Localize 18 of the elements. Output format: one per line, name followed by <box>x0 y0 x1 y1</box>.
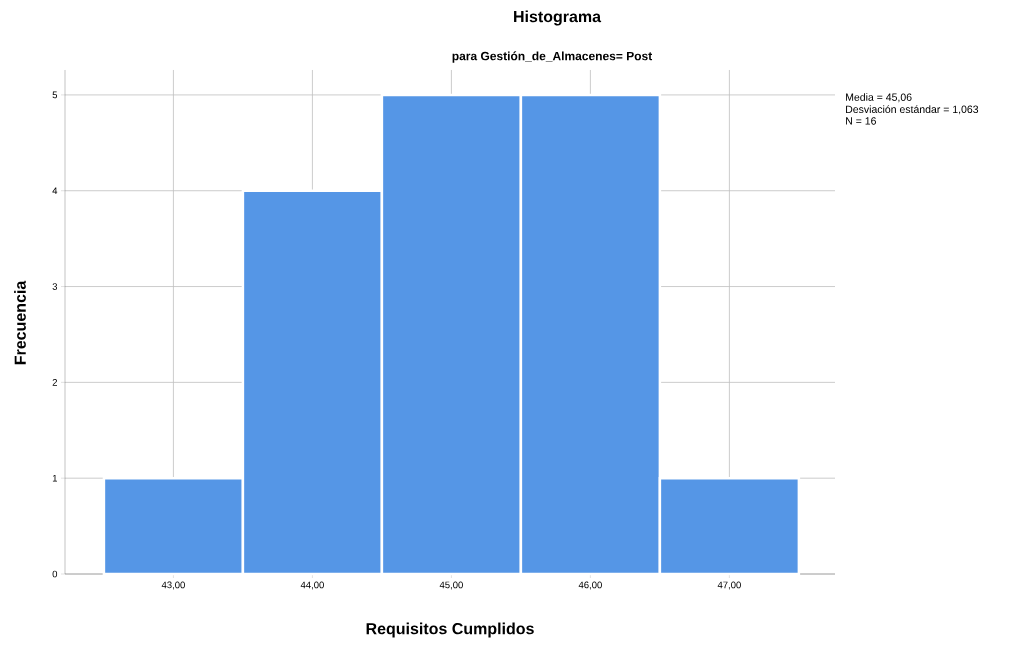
text: Desviación estándar = 1,063 <box>846 105 979 115</box>
x-tick-label: 45,00 <box>439 581 463 590</box>
y-tick-label: 4 <box>52 187 58 194</box>
y-tick-label: 5 <box>52 91 58 99</box>
y-tick-label: 2 <box>52 379 57 386</box>
x-tick-label: 44,00 <box>300 581 324 590</box>
text: Media = 45,06 <box>846 93 912 103</box>
y-tick-label: 1 <box>52 474 57 482</box>
text: N = 16 <box>846 117 876 125</box>
x-tick-label: 47,00 <box>717 581 741 590</box>
y-tick-label: 0 <box>52 570 58 578</box>
x-axis-title: Requisitos Cumplidos <box>366 622 534 638</box>
x-tick-label: 43,00 <box>161 581 185 590</box>
chart-title: Histograma <box>514 10 602 26</box>
chart-subtitle: para Gestión_de_Almacenes= Post <box>452 51 653 63</box>
y-axis-title: Frecuencia <box>14 280 26 365</box>
y-tick-label: 3 <box>52 283 58 290</box>
x-tick-label: 46,00 <box>578 581 602 590</box>
